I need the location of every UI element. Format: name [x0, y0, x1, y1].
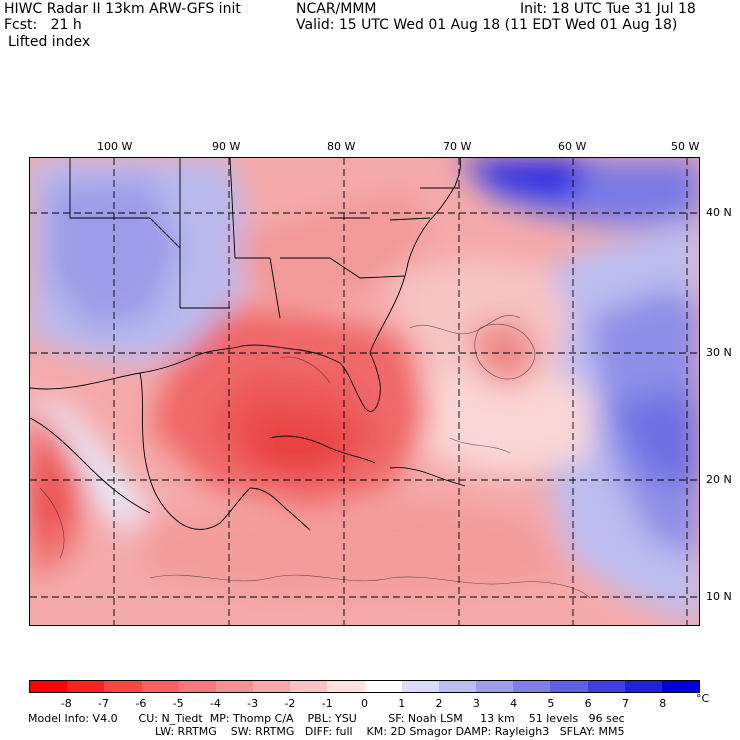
lon-label-60w: 60 W [558, 140, 587, 153]
model-info-line1: Model Info: V4.0 CU: N_Tiedt MP: Thomp C… [28, 712, 625, 725]
lat-label-10n: 10 N [706, 590, 732, 603]
lon-label-90w: 90 W [212, 140, 241, 153]
colorbar-segment [104, 681, 142, 692]
producer-label: NCAR/MMM [296, 1, 377, 17]
colorbar-segment [215, 681, 254, 692]
colorbar-tick-label: 8 [659, 697, 667, 710]
coastlines [30, 158, 466, 531]
colorbar-segment [253, 681, 291, 692]
field-name: Lifted index [8, 34, 91, 50]
colorbar-tick-label: 0 [361, 697, 368, 710]
colorbar-tick-label: -1 [321, 697, 333, 710]
colorbar-tick-label: 6 [584, 697, 592, 710]
lat-lon-grid [30, 158, 699, 625]
lat-label-20n: 20 N [706, 473, 732, 486]
colorbar-tick-label: 5 [547, 697, 555, 710]
colorbar-tick-label: -4 [209, 697, 221, 710]
colorbar-segment [513, 681, 551, 692]
colorbar-segment [30, 681, 68, 692]
lat-label-40n: 40 N [706, 206, 732, 219]
colorbar-tick-label: -7 [98, 697, 110, 710]
colorbar-unit: °C [696, 692, 710, 705]
colorbar-segment [587, 681, 625, 692]
lon-label-80w: 80 W [327, 140, 356, 153]
colorbar-tick-label: -3 [247, 697, 259, 710]
init-time: Init: 18 UTC Tue 31 Jul 18 [520, 1, 696, 17]
colorbar-tick-label: -2 [284, 697, 296, 710]
colorbar-segment [67, 681, 105, 692]
colorbar-segment [624, 681, 662, 692]
colorbar-segment [178, 681, 216, 692]
lat-label-30n: 30 N [706, 346, 732, 359]
lon-label-50w: 50 W [671, 140, 700, 153]
map-canvas [30, 158, 699, 625]
colorbar-tick-label: -6 [135, 697, 147, 710]
colorbar-segment [438, 681, 477, 692]
lifted-index-map [29, 157, 700, 626]
lon-label-70w: 70 W [443, 140, 472, 153]
colorbar-segment [476, 681, 514, 692]
colorbar-segment [141, 681, 179, 692]
colorbar-tick-label: -5 [172, 697, 184, 710]
colorbar-tick-label: 7 [621, 697, 629, 710]
colorbar-segment [364, 681, 402, 692]
colorbar-segment [550, 681, 588, 692]
valid-time: Valid: 15 UTC Wed 01 Aug 18 (11 EDT Wed … [296, 17, 678, 33]
model-info-line2: LW: RRTMG SW: RRTMG DIFF: full KM: 2D Sm… [155, 725, 625, 738]
model-title: HIWC Radar II 13km ARW-GFS init [4, 1, 241, 17]
forecast-hour: Fcst: 21 h [4, 17, 82, 33]
lon-label-100w: 100 W [97, 140, 133, 153]
colorbar-tick-label: 4 [510, 697, 518, 710]
colorbar-segment [327, 681, 365, 692]
colorbar-segment [401, 681, 439, 692]
colorbar-tick-label: 2 [435, 697, 443, 710]
colorbar-segment [661, 681, 700, 692]
colorbar-tick-label: -8 [60, 697, 72, 710]
colorbar-tick-label: 1 [398, 697, 406, 710]
colorbar-segment [290, 681, 328, 692]
color-scale-bar [29, 680, 700, 693]
field-shading [30, 158, 699, 625]
li-contours [39, 314, 591, 599]
colorbar-tick-label: 3 [472, 697, 480, 710]
